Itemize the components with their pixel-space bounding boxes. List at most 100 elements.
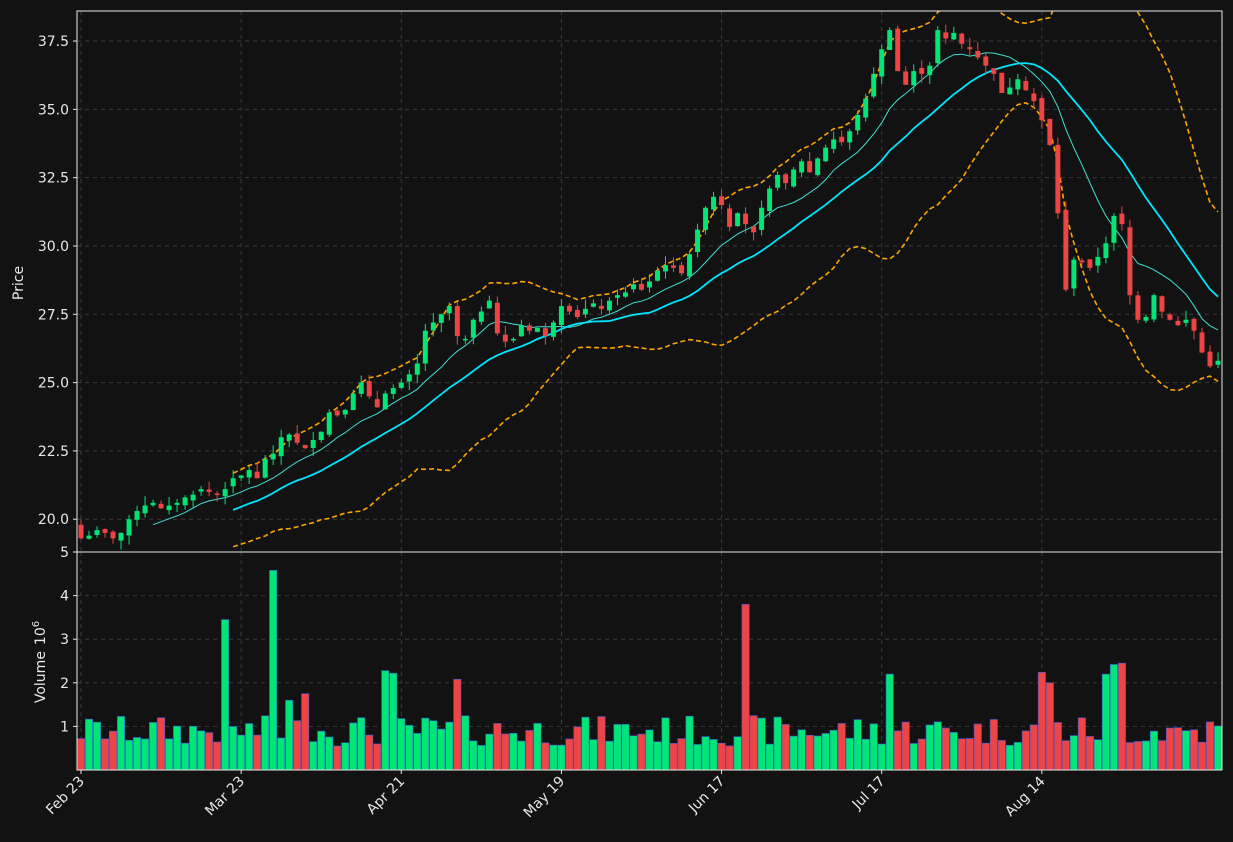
volume-bar <box>509 732 518 771</box>
candle-body <box>631 284 636 290</box>
candle-body <box>1159 296 1165 312</box>
candle-body <box>134 511 140 520</box>
volume-bar <box>1069 735 1078 771</box>
volume-bar <box>837 723 846 771</box>
volume-bar <box>1053 722 1062 771</box>
candle-body <box>294 433 300 443</box>
volume-bar <box>525 730 534 771</box>
price-tick-label: 22.5 <box>38 444 69 460</box>
candle-body <box>510 338 516 341</box>
candle-body <box>855 114 861 131</box>
candle-body <box>262 459 268 478</box>
volume-bar <box>909 743 918 771</box>
volume-bar <box>805 734 814 771</box>
candle-body <box>751 226 757 233</box>
volume-bar <box>645 729 654 771</box>
volume-bar <box>693 744 702 771</box>
volume-bar <box>1061 740 1070 771</box>
candle-body <box>775 174 781 188</box>
candle-body <box>1143 317 1149 321</box>
volume-bar <box>541 742 550 771</box>
volume-bar <box>269 570 278 771</box>
candle-body <box>110 531 116 539</box>
volume-bar <box>557 744 566 771</box>
volume-axis-label: Volume 106 <box>31 621 49 703</box>
volume-bar <box>453 679 462 771</box>
candle-body <box>230 478 236 487</box>
volume-panel-frame <box>76 551 1223 771</box>
candle-body <box>238 475 244 478</box>
candle-body <box>1183 319 1189 323</box>
candle-body <box>1119 213 1125 225</box>
bollinger-bands <box>232 11 1219 548</box>
candle-body <box>1111 215 1117 243</box>
volume-bar <box>573 726 582 771</box>
volume-bar <box>205 732 214 771</box>
candle-body <box>454 306 460 337</box>
candle-body <box>919 67 925 74</box>
volume-bar <box>757 717 766 771</box>
volume-bar <box>501 733 510 771</box>
volume-bar <box>789 735 798 771</box>
volume-bar <box>1206 721 1214 771</box>
volume-bar <box>845 737 854 771</box>
candle-body <box>366 381 372 397</box>
price-tick-label: 37.5 <box>38 34 69 50</box>
volume-bar <box>237 734 246 771</box>
candle-body <box>767 188 773 212</box>
volume-bar <box>581 716 590 771</box>
volume-bar <box>1109 664 1118 771</box>
volume-bar <box>1165 727 1174 771</box>
candle-body <box>102 529 108 533</box>
volume-bar <box>981 742 990 771</box>
volume-bar <box>277 737 286 771</box>
candle-body <box>967 47 973 50</box>
candle-body <box>903 71 909 85</box>
volume-bar <box>821 733 830 771</box>
candle-body <box>1127 227 1133 296</box>
candle-body <box>606 300 612 311</box>
volume-bar <box>605 740 614 771</box>
volume-bar <box>797 729 806 771</box>
candle-body <box>142 505 148 514</box>
volume-axis-label-text: Volume <box>33 651 49 703</box>
candle-body <box>310 439 316 448</box>
candle-body <box>350 393 356 411</box>
candle-body <box>959 33 965 44</box>
candle-body <box>663 265 668 272</box>
candle-body <box>1079 260 1085 263</box>
candle-body <box>126 519 132 536</box>
volume-bar <box>965 738 974 771</box>
candle-body <box>334 410 340 416</box>
volume-bar <box>381 670 390 771</box>
candle-body <box>983 56 989 66</box>
candle-body <box>1087 259 1093 268</box>
volume-bar <box>365 734 374 771</box>
volume-bar <box>397 718 406 771</box>
candle-body <box>526 325 532 331</box>
price-tick-label: 30.0 <box>38 239 69 255</box>
candle-body <box>222 489 228 497</box>
candle-body <box>863 98 869 118</box>
candle-body <box>671 265 677 268</box>
volume-bar <box>637 733 646 771</box>
candle-body <box>807 161 813 173</box>
volume-bar <box>1197 741 1206 771</box>
volume-bar <box>109 730 118 771</box>
volume-bar <box>165 738 174 771</box>
candle-body <box>703 207 709 230</box>
volume-bar <box>685 715 694 771</box>
candle-body <box>1071 259 1077 289</box>
candle-body <box>935 30 941 64</box>
volume-bar <box>1117 662 1126 771</box>
candle-body <box>743 213 749 225</box>
candle-body <box>695 229 701 253</box>
volume-bar <box>725 745 734 771</box>
candle-body <box>887 30 893 50</box>
volume-bar <box>197 730 206 771</box>
volume-bar <box>1157 740 1166 771</box>
volume-axis-label-base: 10 <box>33 627 49 645</box>
candle-body <box>759 207 765 230</box>
volume-bar <box>933 721 942 771</box>
